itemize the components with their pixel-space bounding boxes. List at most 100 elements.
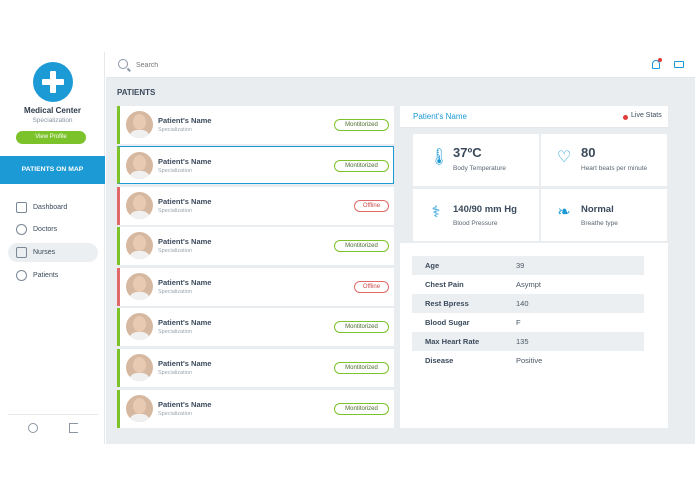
- center-specialization: Specialization: [32, 117, 73, 124]
- sidebar-item-nurses[interactable]: Nurses: [8, 243, 98, 262]
- logout-icon[interactable]: [69, 423, 78, 433]
- table-key: Max Heart Rate: [425, 337, 480, 346]
- patient-icon: [16, 270, 27, 281]
- table-key: Rest Bpress: [425, 299, 469, 308]
- table-value: 39: [516, 261, 525, 270]
- top-bar: [106, 52, 695, 78]
- patient-name: Patient's Name: [158, 197, 212, 206]
- view-profile-button[interactable]: View Profile: [16, 131, 86, 144]
- status-badge: Montitorized: [334, 160, 389, 172]
- patient-name: Patient's Name: [158, 116, 212, 125]
- settings-icon[interactable]: [28, 423, 38, 433]
- patient-specialization: Specialization: [158, 248, 192, 254]
- search-input[interactable]: [136, 58, 336, 72]
- patient-name: Patient's Name: [158, 359, 212, 368]
- table-row: Max Heart Rate 135: [412, 332, 644, 351]
- status-badge: Offline: [354, 200, 389, 212]
- patient-specialization: Specialization: [158, 370, 192, 376]
- stat-label: Blood Pressure: [453, 220, 498, 227]
- avatar: [126, 354, 153, 381]
- table-key: Disease: [425, 356, 454, 365]
- table-value: 135: [516, 337, 529, 346]
- patient-row-selected[interactable]: Patient's Name Specialization Montitoriz…: [117, 146, 394, 184]
- blood-pressure-icon: ⚕: [431, 204, 441, 221]
- patient-name: Patient's Name: [158, 278, 212, 287]
- patient-row[interactable]: Patient's Name Specialization Montitoriz…: [117, 227, 394, 265]
- avatar: [126, 152, 153, 179]
- table-row: Chest Pain Asympt: [412, 275, 644, 294]
- doctor-icon: [16, 224, 27, 235]
- stat-card-blood-pressure: ⚕ 140/90 mm Hg Blood Pressure: [413, 189, 539, 241]
- live-stats-label: Live Stats: [631, 112, 662, 119]
- lungs-icon: ❧: [557, 204, 571, 221]
- table-row: Rest Bpress 140: [412, 294, 644, 313]
- patient-detail-panel: Patient's Name Live Stats 🌡︎ 37ºC Body T…: [400, 106, 668, 428]
- patient-name: Patient's Name: [158, 318, 212, 327]
- patient-name: Patient's Name: [158, 237, 212, 246]
- sidebar-item-label: Patients: [33, 272, 59, 279]
- stat-value: Normal: [581, 204, 614, 215]
- table-key: Blood Sugar: [425, 318, 470, 327]
- table-value: Asympt: [516, 280, 542, 289]
- main-content: PATIENTS Patient's Name Specialization M…: [106, 52, 695, 444]
- stat-label: Breathe type: [581, 220, 618, 227]
- table-row: Age 39: [412, 256, 644, 275]
- table-row: Disease Positive: [412, 351, 644, 370]
- sidebar-item-label: Doctors: [33, 226, 58, 233]
- patient-name: Patient's Name: [158, 400, 212, 409]
- patient-specialization: Specialization: [158, 411, 192, 417]
- center-name: Medical Center: [24, 106, 81, 115]
- sidebar-item-label: Nurses: [33, 249, 56, 256]
- patients-section-title: PATIENTS: [117, 88, 156, 97]
- patient-row[interactable]: Patient's Name Specialization Montitoriz…: [117, 308, 394, 346]
- mail-icon[interactable]: [674, 61, 684, 68]
- medical-cross-logo-icon: [33, 62, 73, 102]
- patient-specialization: Specialization: [158, 289, 192, 295]
- sidebar-divider: [8, 414, 98, 415]
- notification-bell-icon[interactable]: [652, 60, 660, 69]
- patient-row[interactable]: Patient's Name Specialization Offline: [117, 187, 394, 225]
- detail-patient-name: Patient's Name: [413, 112, 467, 121]
- status-badge: Montitorized: [334, 119, 389, 131]
- patients-on-map-button[interactable]: PATIENTS ON MAP: [0, 156, 105, 184]
- stat-card-breathing: ❧ Normal Breathe type: [541, 189, 667, 241]
- patient-row[interactable]: Patient's Name Specialization Montitoriz…: [117, 349, 394, 387]
- sidebar-item-label: Dashboard: [33, 204, 68, 211]
- avatar: [126, 273, 153, 300]
- stats-grid: 🌡︎ 37ºC Body Temperature ♡ 80 Heart beat…: [400, 128, 668, 243]
- notification-dot: [658, 58, 662, 62]
- patient-row[interactable]: Patient's Name Specialization Montitoriz…: [117, 390, 394, 428]
- stat-card-temperature: 🌡︎ 37ºC Body Temperature: [413, 134, 539, 186]
- table-row: Blood Sugar F: [412, 313, 644, 332]
- table-key: Chest Pain: [425, 280, 464, 289]
- app: Medical Center Specialization View Profi…: [0, 52, 695, 444]
- stat-value: 80: [581, 145, 596, 160]
- thermometer-icon: 🌡︎: [429, 149, 450, 166]
- dashboard-icon: [16, 202, 27, 213]
- avatar: [126, 232, 153, 259]
- patient-specialization: Specialization: [158, 168, 192, 174]
- status-badge: Montitorized: [334, 321, 389, 333]
- stat-card-heart-rate: ♡ 80 Heart beats per minute: [541, 134, 667, 186]
- table-value: Positive: [516, 356, 543, 365]
- stat-value: 37ºC: [453, 145, 482, 160]
- table-value: F: [516, 318, 521, 327]
- avatar: [126, 192, 153, 219]
- table-key: Age: [425, 261, 440, 270]
- live-indicator-dot: [623, 115, 628, 120]
- avatar: [126, 111, 153, 138]
- patient-row[interactable]: Patient's Name Specialization Offline: [117, 268, 394, 306]
- stat-value: 140/90 mm Hg: [453, 204, 517, 215]
- stat-label: Body Temperature: [453, 165, 506, 172]
- table-value: 140: [516, 299, 529, 308]
- patient-specialization: Specialization: [158, 208, 192, 214]
- sidebar: Medical Center Specialization View Profi…: [0, 52, 105, 444]
- sidebar-item-dashboard[interactable]: Dashboard: [8, 198, 98, 217]
- search-icon: [118, 59, 128, 69]
- sidebar-item-patients[interactable]: Patients: [8, 266, 98, 285]
- status-badge: Montitorized: [334, 403, 389, 415]
- sidebar-item-doctors[interactable]: Doctors: [8, 220, 98, 239]
- status-badge: Montitorized: [334, 240, 389, 252]
- status-badge: Offline: [354, 281, 389, 293]
- patient-row[interactable]: Patient's Name Specialization Montitoriz…: [117, 106, 394, 144]
